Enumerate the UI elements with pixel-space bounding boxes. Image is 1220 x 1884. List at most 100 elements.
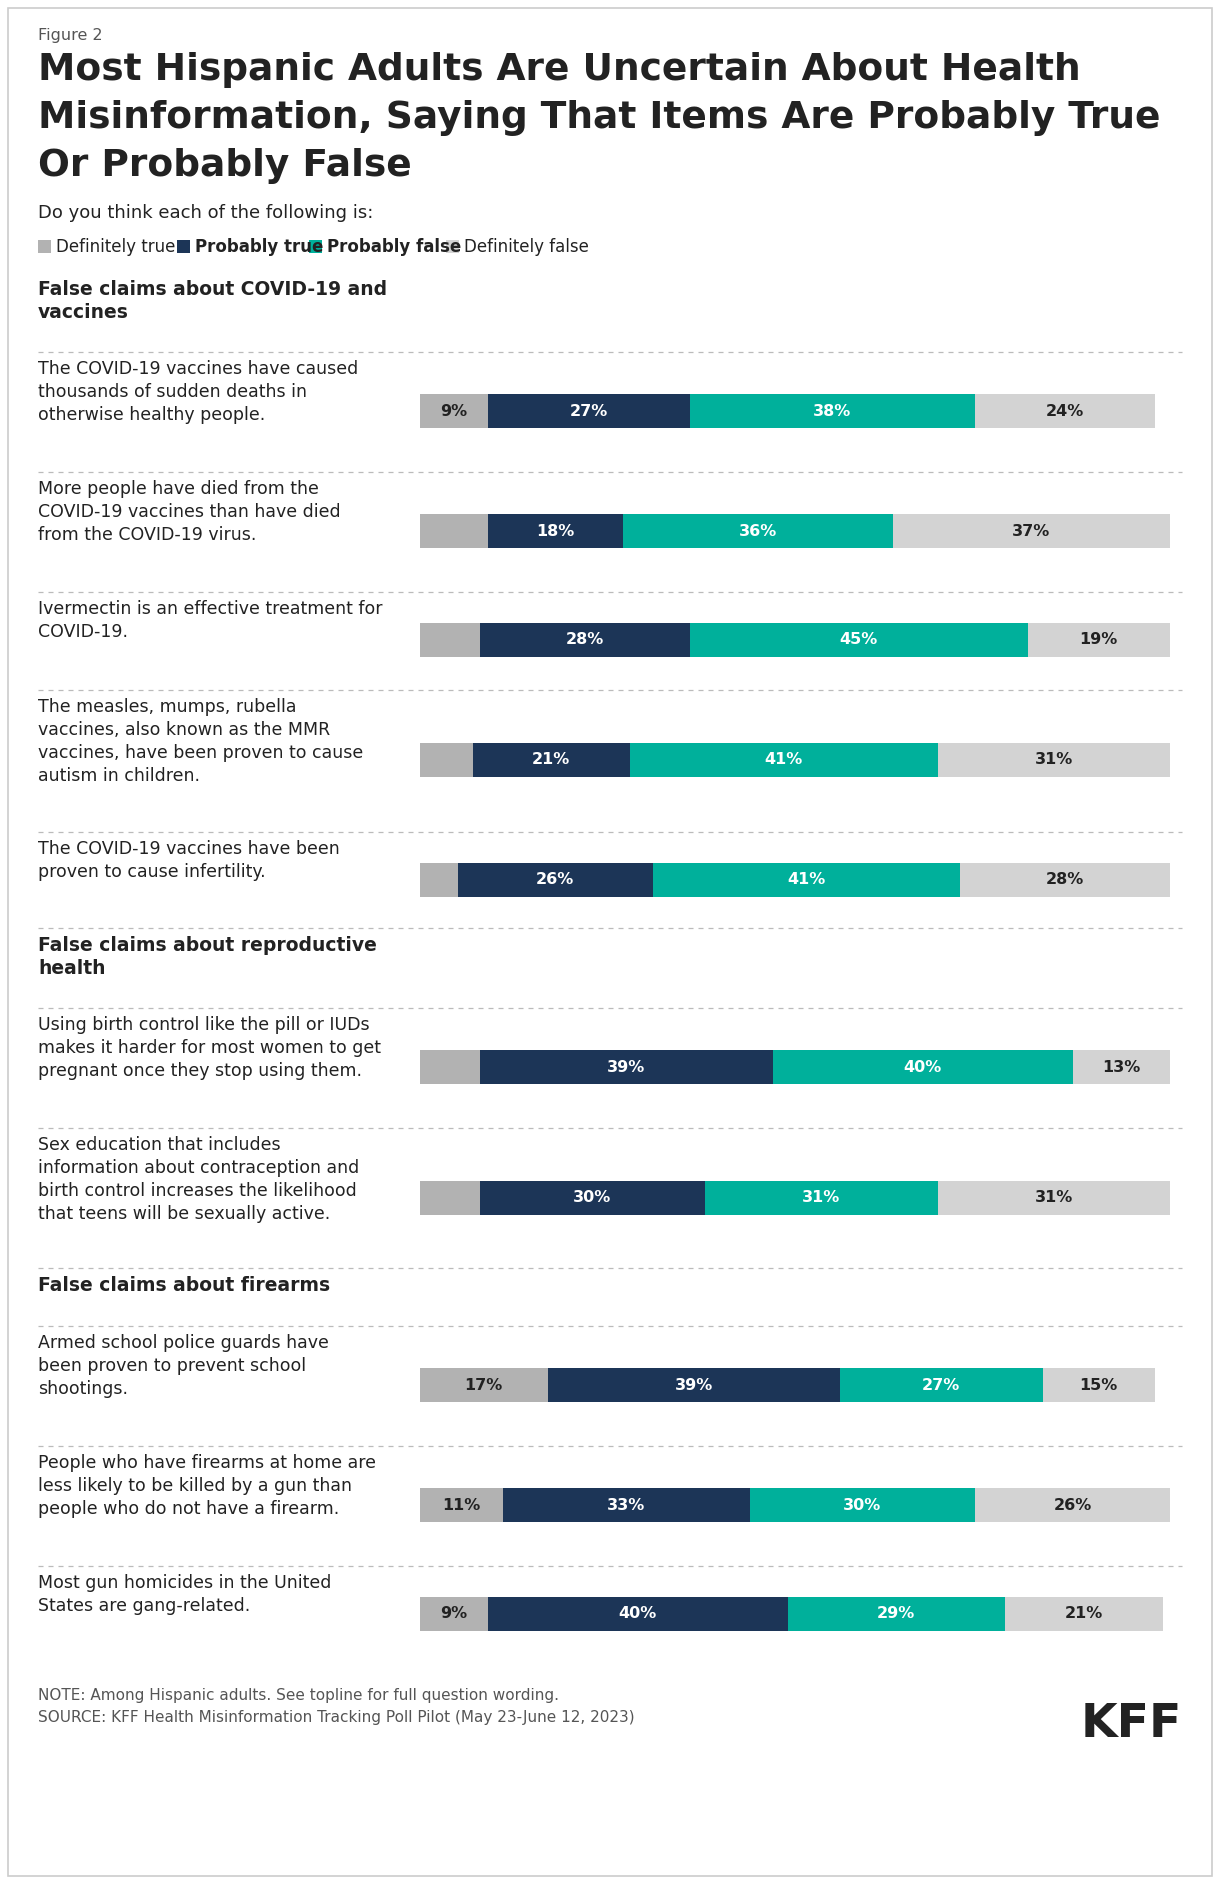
Text: False claims about reproductive
health: False claims about reproductive health xyxy=(38,936,377,978)
Text: 45%: 45% xyxy=(839,633,878,648)
Text: Figure 2: Figure 2 xyxy=(38,28,102,43)
FancyBboxPatch shape xyxy=(177,239,190,252)
FancyBboxPatch shape xyxy=(750,1488,975,1522)
Text: 26%: 26% xyxy=(536,872,575,887)
FancyBboxPatch shape xyxy=(975,1488,1170,1522)
FancyBboxPatch shape xyxy=(420,624,479,658)
Text: Probably true: Probably true xyxy=(195,237,323,256)
FancyBboxPatch shape xyxy=(420,514,488,548)
FancyBboxPatch shape xyxy=(479,1049,772,1083)
Text: 36%: 36% xyxy=(738,524,777,539)
FancyBboxPatch shape xyxy=(420,1181,479,1215)
Text: 31%: 31% xyxy=(1035,752,1072,767)
Text: 39%: 39% xyxy=(608,1059,645,1074)
Text: 27%: 27% xyxy=(922,1377,960,1392)
Text: 17%: 17% xyxy=(465,1377,503,1392)
Text: 15%: 15% xyxy=(1080,1377,1118,1392)
Text: Definitely false: Definitely false xyxy=(464,237,589,256)
Text: 40%: 40% xyxy=(903,1059,942,1074)
FancyBboxPatch shape xyxy=(420,394,488,428)
FancyBboxPatch shape xyxy=(420,1488,503,1522)
Text: False claims about COVID-19 and
vaccines: False claims about COVID-19 and vaccines xyxy=(38,281,387,322)
Text: Definitely true: Definitely true xyxy=(56,237,176,256)
Text: Probably false: Probably false xyxy=(327,237,461,256)
Text: Ivermectin is an effective treatment for
COVID-19.: Ivermectin is an effective treatment for… xyxy=(38,599,383,641)
FancyBboxPatch shape xyxy=(630,742,937,776)
Text: Sex education that includes
information about contraception and
birth control in: Sex education that includes information … xyxy=(38,1136,359,1223)
FancyBboxPatch shape xyxy=(772,1049,1072,1083)
Text: 26%: 26% xyxy=(1053,1498,1092,1513)
Text: 31%: 31% xyxy=(1035,1191,1072,1206)
FancyBboxPatch shape xyxy=(691,394,975,428)
Text: False claims about firearms: False claims about firearms xyxy=(38,1275,331,1294)
FancyBboxPatch shape xyxy=(309,239,322,252)
Text: 41%: 41% xyxy=(787,872,826,887)
FancyBboxPatch shape xyxy=(420,863,458,897)
FancyBboxPatch shape xyxy=(1043,1368,1155,1402)
Text: Most gun homicides in the United
States are gang-related.: Most gun homicides in the United States … xyxy=(38,1573,332,1615)
Text: 24%: 24% xyxy=(1046,403,1085,418)
Text: 28%: 28% xyxy=(566,633,604,648)
Text: NOTE: Among Hispanic adults. See topline for full question wording.: NOTE: Among Hispanic adults. See topline… xyxy=(38,1688,559,1703)
Text: Or Probably False: Or Probably False xyxy=(38,149,412,185)
Text: Misinformation, Saying That Items Are Probably True: Misinformation, Saying That Items Are Pr… xyxy=(38,100,1160,136)
Text: 13%: 13% xyxy=(1102,1059,1141,1074)
Text: The measles, mumps, rubella
vaccines, also known as the MMR
vaccines, have been : The measles, mumps, rubella vaccines, al… xyxy=(38,697,364,786)
Text: People who have firearms at home are
less likely to be killed by a gun than
peop: People who have firearms at home are les… xyxy=(38,1454,376,1519)
FancyBboxPatch shape xyxy=(38,239,51,252)
FancyBboxPatch shape xyxy=(479,1181,705,1215)
Text: 41%: 41% xyxy=(765,752,803,767)
Text: 21%: 21% xyxy=(1065,1607,1103,1622)
FancyBboxPatch shape xyxy=(488,514,622,548)
Text: 30%: 30% xyxy=(573,1191,611,1206)
FancyBboxPatch shape xyxy=(705,1181,937,1215)
FancyBboxPatch shape xyxy=(1027,624,1170,658)
Text: 9%: 9% xyxy=(440,1607,467,1622)
FancyBboxPatch shape xyxy=(503,1488,750,1522)
FancyBboxPatch shape xyxy=(420,1368,548,1402)
FancyBboxPatch shape xyxy=(653,863,960,897)
Text: 38%: 38% xyxy=(814,403,852,418)
Text: 30%: 30% xyxy=(843,1498,882,1513)
FancyBboxPatch shape xyxy=(937,742,1170,776)
FancyBboxPatch shape xyxy=(548,1368,841,1402)
FancyBboxPatch shape xyxy=(420,1049,479,1083)
Text: 18%: 18% xyxy=(536,524,575,539)
FancyBboxPatch shape xyxy=(1005,1598,1163,1632)
Text: 11%: 11% xyxy=(442,1498,481,1513)
Text: 27%: 27% xyxy=(570,403,608,418)
FancyBboxPatch shape xyxy=(937,1181,1170,1215)
FancyBboxPatch shape xyxy=(420,742,472,776)
Text: More people have died from the
COVID-19 vaccines than have died
from the COVID-1: More people have died from the COVID-19 … xyxy=(38,480,340,544)
Text: The COVID-19 vaccines have caused
thousands of sudden deaths in
otherwise health: The COVID-19 vaccines have caused thousa… xyxy=(38,360,359,424)
Text: Do you think each of the following is:: Do you think each of the following is: xyxy=(38,203,373,222)
Text: 19%: 19% xyxy=(1080,633,1118,648)
FancyBboxPatch shape xyxy=(841,1368,1043,1402)
Text: 39%: 39% xyxy=(675,1377,712,1392)
FancyBboxPatch shape xyxy=(447,239,459,252)
FancyBboxPatch shape xyxy=(787,1598,1005,1632)
FancyBboxPatch shape xyxy=(960,863,1170,897)
FancyBboxPatch shape xyxy=(893,514,1170,548)
Text: 9%: 9% xyxy=(440,403,467,418)
Text: SOURCE: KFF Health Misinformation Tracking Poll Pilot (May 23-June 12, 2023): SOURCE: KFF Health Misinformation Tracki… xyxy=(38,1711,634,1726)
Text: 31%: 31% xyxy=(802,1191,841,1206)
Text: KFF: KFF xyxy=(1081,1701,1182,1746)
Text: Using birth control like the pill or IUDs
makes it harder for most women to get
: Using birth control like the pill or IUD… xyxy=(38,1015,381,1080)
FancyBboxPatch shape xyxy=(458,863,653,897)
Text: 40%: 40% xyxy=(619,1607,656,1622)
Text: 33%: 33% xyxy=(608,1498,645,1513)
FancyBboxPatch shape xyxy=(975,394,1155,428)
FancyBboxPatch shape xyxy=(622,514,893,548)
FancyBboxPatch shape xyxy=(420,1598,488,1632)
FancyBboxPatch shape xyxy=(479,624,691,658)
FancyBboxPatch shape xyxy=(691,624,1027,658)
Text: 37%: 37% xyxy=(1013,524,1050,539)
Text: 21%: 21% xyxy=(532,752,571,767)
FancyBboxPatch shape xyxy=(472,742,630,776)
Text: 28%: 28% xyxy=(1046,872,1085,887)
Text: Most Hispanic Adults Are Uncertain About Health: Most Hispanic Adults Are Uncertain About… xyxy=(38,53,1081,89)
FancyBboxPatch shape xyxy=(488,1598,787,1632)
FancyBboxPatch shape xyxy=(488,394,691,428)
Text: Armed school police guards have
been proven to prevent school
shootings.: Armed school police guards have been pro… xyxy=(38,1334,329,1398)
